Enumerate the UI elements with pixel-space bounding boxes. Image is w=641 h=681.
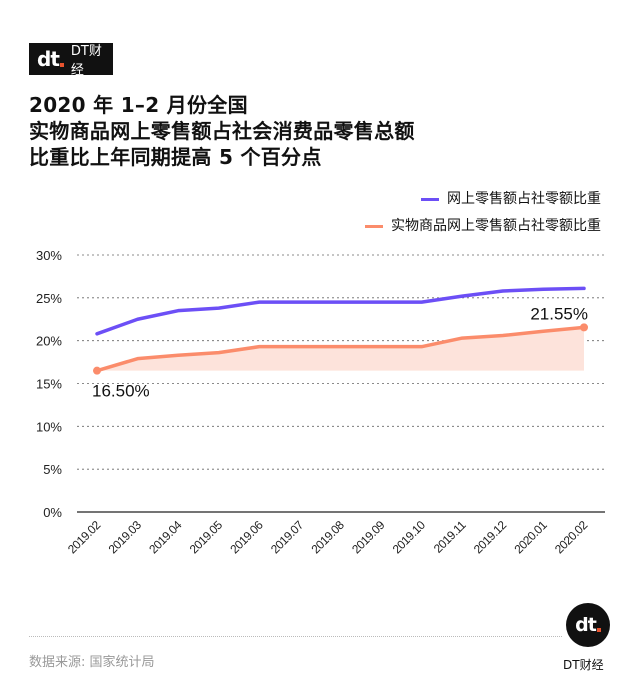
x-tick-label: 2020.01 (511, 518, 550, 557)
series2-line (95, 325, 586, 373)
x-tick-label: 2019.10 (390, 518, 429, 557)
legend: 网上零售额占社零额比重 实物商品网上零售额占社零额比重 (365, 186, 601, 240)
y-tick-label: 0% (43, 505, 62, 520)
legend-item-online: 网上零售额占社零额比重 (365, 186, 601, 213)
series2-end-point (580, 323, 588, 332)
y-tick-label: 15% (36, 377, 62, 392)
data-label-end: 21.55% (530, 304, 588, 323)
legend-swatch (421, 198, 439, 201)
y-tick-label: 10% (36, 419, 62, 434)
x-tick-label: 2019.05 (187, 518, 226, 557)
legend-item-physical: 实物商品网上零售额占社零额比重 (365, 213, 601, 240)
y-tick-label: 20% (36, 334, 62, 349)
data-label-start: 16.50% (92, 382, 150, 401)
legend-label: 实物商品网上零售额占社零额比重 (391, 218, 601, 234)
brand-logo: dt DT财经 (29, 43, 113, 78)
x-tick-label: 2019.12 (471, 518, 510, 557)
chart-title: 2020 年 1–2 月份全国 实物商品网上零售额占社会消费品零售总额 比重比上… (29, 92, 415, 170)
x-tick-label: 2019.08 (309, 518, 348, 557)
title-line: 比重比上年同期提高 5 个百分点 (29, 145, 322, 169)
x-tick-label: 2019.04 (146, 518, 185, 557)
x-tick-label: 2019.03 (106, 518, 145, 557)
x-tick-label: 2019.11 (431, 518, 469, 556)
footer-divider (29, 636, 562, 637)
x-tick-label: 2019.07 (268, 518, 307, 557)
x-tick-label: 2019.02 (65, 518, 104, 557)
title-line: 2020 年 1–2 月份全国 (29, 93, 248, 117)
x-tick-label: 2020.02 (552, 518, 591, 557)
series2-start-point (93, 366, 101, 375)
y-tick-label: 5% (43, 462, 62, 477)
brand-name: DT财经 (70, 44, 102, 78)
data-source: 数据来源: 国家统计局 (29, 655, 155, 670)
x-tick-label: 2019.06 (227, 518, 266, 557)
x-tick-label: 2019.09 (349, 518, 388, 557)
y-tick-label: 25% (36, 291, 62, 306)
brand-mark: dt (37, 47, 64, 71)
series1-line (95, 286, 586, 336)
legend-swatch (365, 225, 383, 228)
y-tick-label: 30% (36, 248, 62, 263)
badge-name: DT财经 (563, 658, 604, 672)
badge-logo: dt (566, 603, 610, 647)
legend-label: 网上零售额占社零额比重 (447, 191, 601, 207)
title-line: 实物商品网上零售额占社会消费品零售总额 (29, 119, 415, 143)
